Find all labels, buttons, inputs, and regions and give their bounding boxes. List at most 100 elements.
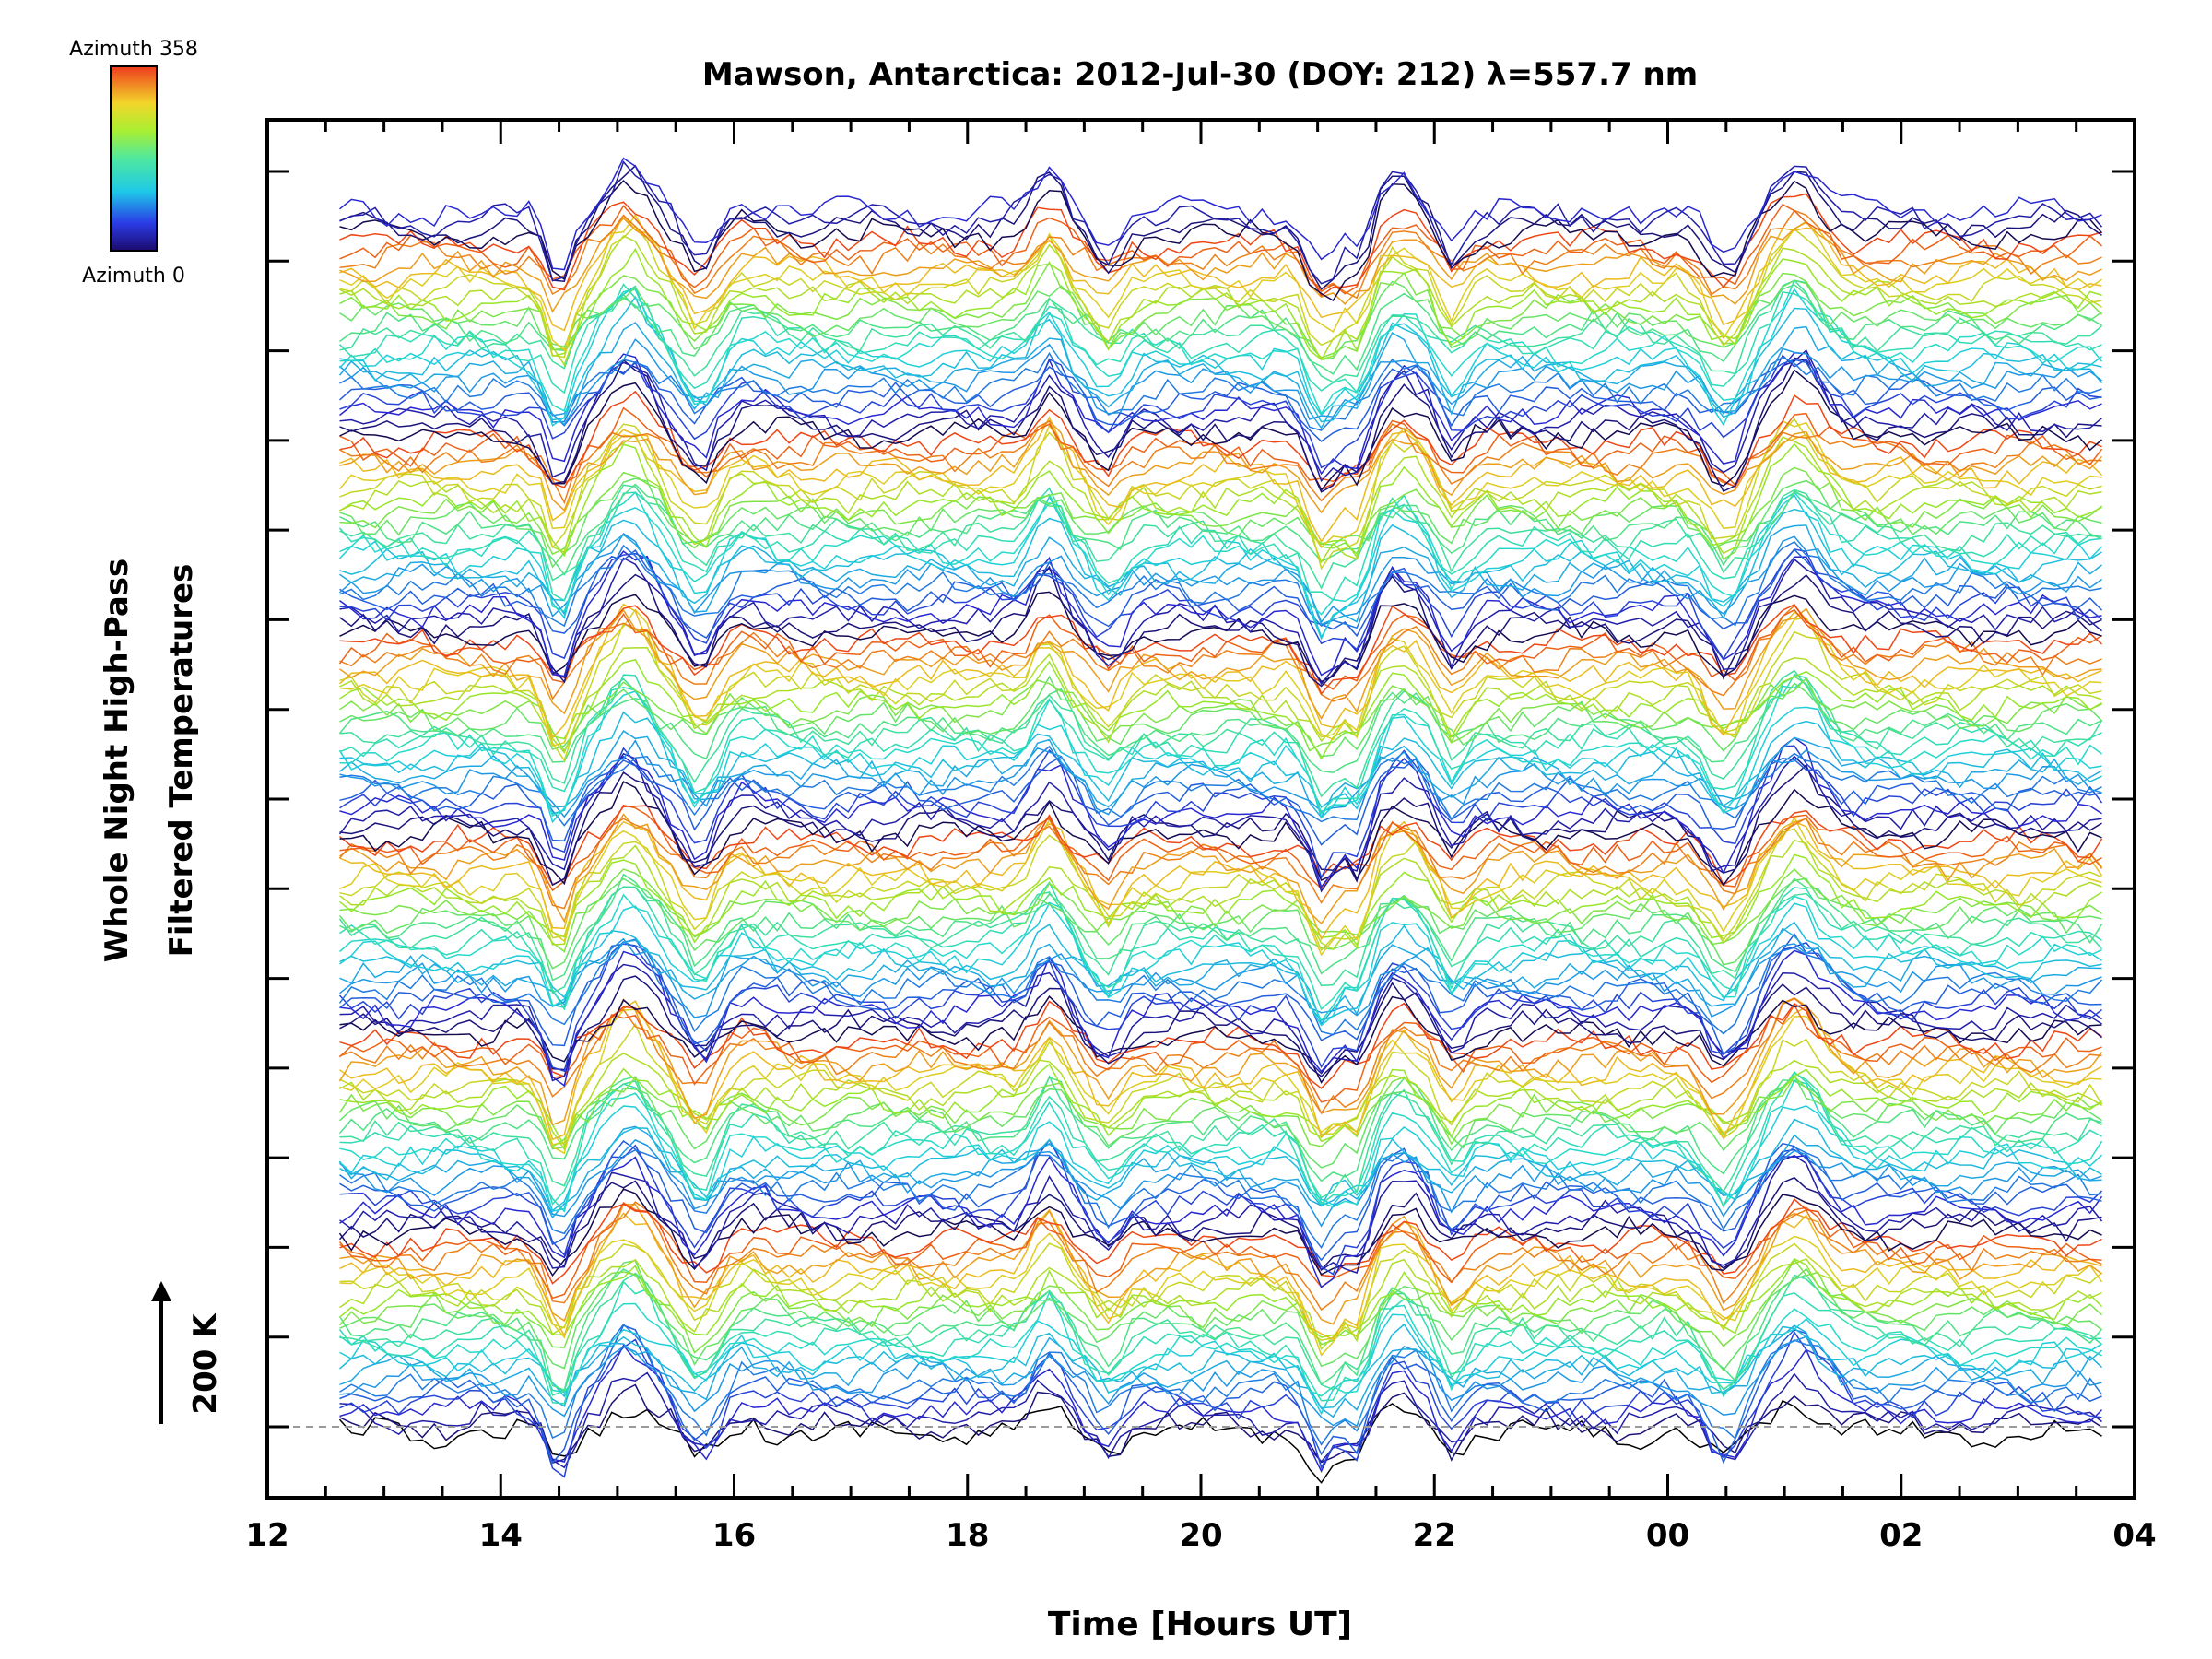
series-line: [338, 1280, 2102, 1405]
series-line: [339, 540, 2102, 629]
y-axis-ticks: [267, 170, 2135, 1429]
series-line: [339, 1008, 2102, 1155]
series-line: [339, 603, 2103, 696]
series-line: [338, 487, 2102, 602]
colorbar-gradient: [110, 65, 158, 252]
series-line: [339, 730, 2102, 819]
series-line: [339, 442, 2102, 559]
series-line: [339, 348, 2102, 483]
series-line: [338, 1258, 2103, 1354]
series-line: [339, 1290, 2102, 1397]
series-line: [339, 369, 2102, 492]
series-line: [339, 1072, 2102, 1199]
series-line: [339, 1232, 2103, 1357]
series-line: [339, 933, 2102, 1055]
y-axis-label-line1: Whole Night High-Pass: [99, 559, 135, 963]
series-line: [339, 557, 2102, 686]
x-tick-label: 12: [245, 1517, 288, 1554]
x-tick-label: 14: [479, 1517, 523, 1554]
x-tick-label: 18: [946, 1517, 989, 1554]
series-line: [339, 927, 2102, 1026]
series-line: [339, 1313, 2102, 1416]
series-line: [339, 295, 2102, 423]
series-line: [339, 1258, 2103, 1338]
series-line: [338, 1125, 2102, 1219]
colorbar-bottom-label: Azimuth 0: [82, 265, 185, 288]
x-tick-label: 02: [1879, 1517, 1923, 1554]
chart-title: Mawson, Antarctica: 2012-Jul-30 (DOY: 21…: [702, 56, 1698, 93]
series-line: [339, 1146, 2102, 1249]
series-line: [339, 357, 2102, 493]
series-line: [339, 180, 2103, 302]
series-line: [338, 817, 2103, 910]
series-line: [339, 1242, 2102, 1342]
series-line: [339, 658, 2102, 760]
series-line: [339, 1139, 2102, 1262]
series-line: [339, 483, 2102, 576]
series-line: [338, 1074, 2102, 1169]
x-tick-label: 00: [1646, 1517, 1689, 1554]
series-line: [339, 1201, 2102, 1312]
series-line: [338, 1201, 2102, 1300]
series-line: [339, 284, 2102, 375]
series-line: [339, 1052, 2102, 1151]
series-line: [339, 550, 2102, 677]
series-line: [339, 1138, 2102, 1228]
series-line: [339, 352, 2102, 431]
colorbar: Azimuth 358 Azimuth 0: [69, 38, 198, 288]
series-line: [338, 338, 2102, 420]
x-tick-label: 20: [1179, 1517, 1222, 1554]
series-line: [339, 352, 2102, 476]
series-line: [339, 279, 2102, 360]
scale-indicator: 200 K: [151, 1281, 224, 1424]
y-axis-label-line2: Filtered Temperatures: [163, 564, 200, 958]
series-line: [338, 322, 2103, 429]
series-line: [339, 1070, 2102, 1208]
series-line: [338, 1176, 2102, 1272]
series-line: [339, 406, 2103, 487]
series-line: [339, 804, 2102, 892]
series-line: [339, 781, 2102, 887]
series-line: [339, 477, 2102, 569]
series-line: [339, 157, 2102, 271]
series-line: [339, 805, 2103, 886]
x-tick-label: 22: [1413, 1517, 1456, 1554]
series-line: [339, 1154, 2103, 1274]
series-line: [338, 1188, 2102, 1277]
series-line: [339, 1198, 2102, 1285]
series-line: [339, 1324, 2103, 1418]
series-group: [338, 157, 2103, 1484]
series-line: [339, 419, 2102, 505]
series-line: [339, 677, 2102, 818]
series-line: [338, 886, 2103, 994]
series-line: [339, 921, 2102, 1022]
series-line: [339, 995, 2102, 1084]
series-line: [339, 1118, 2102, 1212]
series-line: [338, 1003, 2102, 1103]
colorbar-top-label: Azimuth 358: [69, 38, 198, 61]
scale-label: 200 K: [187, 1312, 224, 1415]
series-line: [338, 938, 2103, 1036]
x-tick-label: 16: [712, 1517, 756, 1554]
series-line: [339, 193, 2102, 298]
series-line: [339, 937, 2102, 1018]
series-line: [339, 533, 2102, 624]
series-line: [338, 1075, 2102, 1148]
series-line: [338, 1399, 2102, 1484]
series-line: [339, 868, 2102, 953]
series-line: [339, 873, 2103, 982]
series-line: [339, 677, 2102, 753]
series-line: [339, 261, 2103, 359]
series-line: [339, 997, 2102, 1115]
series-line: [339, 390, 2102, 490]
series-line: [339, 647, 2102, 754]
series-line: [339, 1257, 2102, 1351]
series-line: [339, 235, 2102, 367]
series-line: [338, 608, 2102, 690]
series-line: [339, 949, 2102, 1088]
series-line: [339, 1323, 2103, 1446]
series-line: [339, 853, 2102, 947]
scale-arrow-head: [151, 1281, 171, 1301]
x-axis-ticks: 12 14 16 18 20 22 00 02 04: [245, 120, 2157, 1554]
series-line: [339, 247, 2102, 360]
